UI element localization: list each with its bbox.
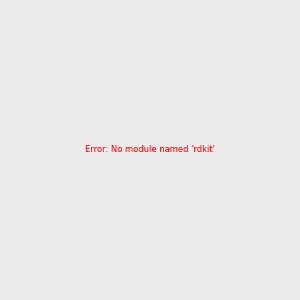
Text: Error: No module named 'rdkit': Error: No module named 'rdkit'	[85, 146, 215, 154]
